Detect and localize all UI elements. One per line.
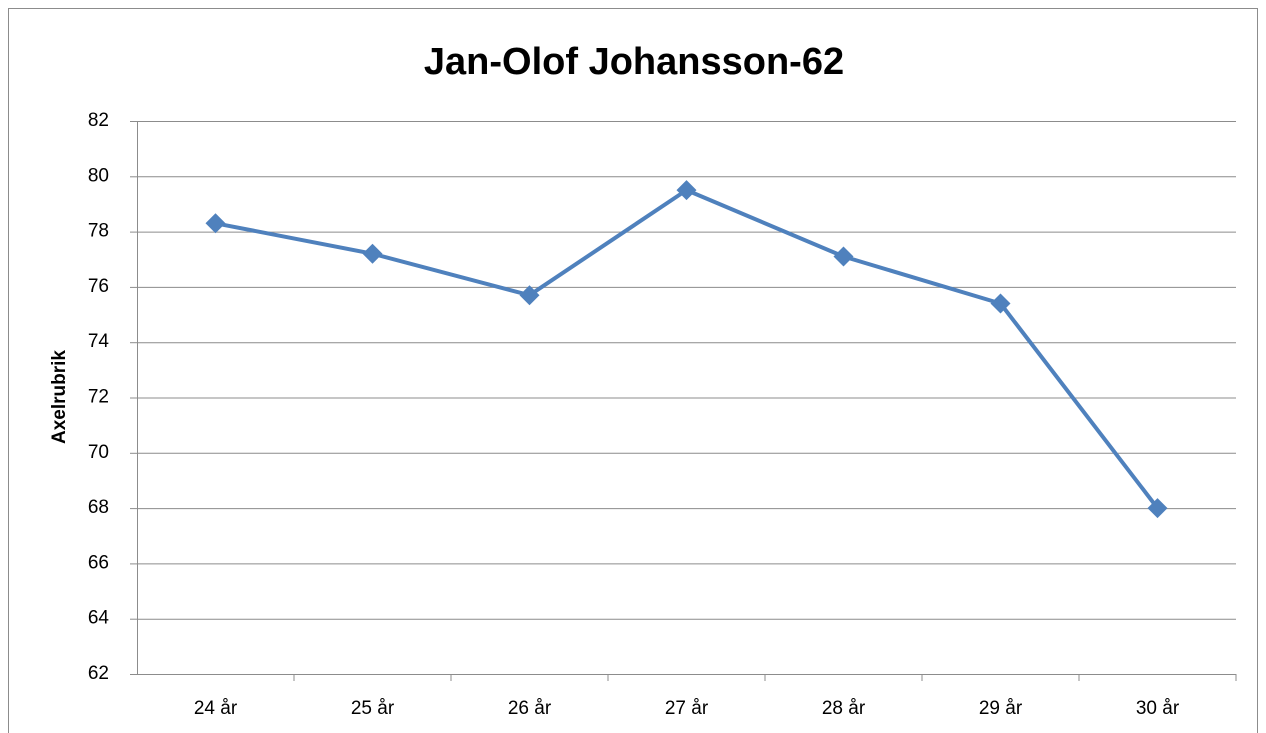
y-tick-label: 66 [88,552,109,573]
y-tick-label: 62 [88,663,109,684]
y-tick-label: 64 [88,608,110,629]
y-tick-label: 80 [88,165,109,186]
x-tick-label: 30 år [1136,698,1180,719]
chart-frame [8,8,1258,733]
marker [1147,498,1168,519]
y-tick-label: 74 [88,331,110,352]
x-tick-label: 26 år [508,698,552,719]
y-tick-label: 76 [88,276,109,297]
x-tick-label: 25 år [351,698,395,719]
marker [676,180,697,201]
y-tick-label: 68 [88,497,109,518]
x-tick-label: 24 år [194,698,238,719]
chart-title: Jan-Olof Johansson-62 [424,41,844,83]
x-tick-label: 29 år [979,698,1023,719]
marker [990,293,1011,314]
x-tick-label: 27 år [665,698,709,719]
y-axis-title: Axelrubrik [49,350,70,444]
y-tick-label: 72 [88,387,109,408]
marker [519,285,540,306]
y-tick-label: 70 [88,442,109,463]
marker [205,213,226,234]
y-tick-label: 82 [88,110,109,131]
marker [362,243,383,264]
marker [833,246,854,267]
x-tick-label: 28 år [822,698,866,719]
y-tick-label: 78 [88,221,109,242]
